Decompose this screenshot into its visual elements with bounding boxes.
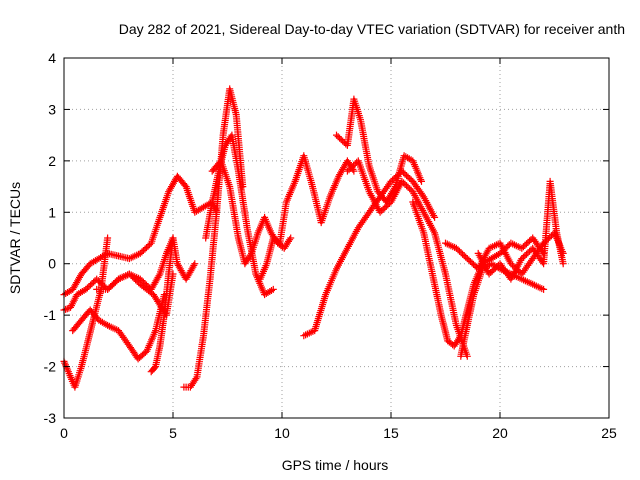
data-point	[334, 133, 342, 141]
data-point	[105, 284, 113, 292]
x-tick-label: 5	[169, 425, 177, 441]
data-points	[60, 85, 567, 391]
data-point	[465, 256, 473, 264]
data-point	[133, 277, 141, 285]
data-point	[110, 280, 118, 288]
x-tick-label: 0	[60, 425, 68, 441]
data-point	[104, 234, 112, 242]
data-point	[190, 261, 198, 269]
y-tick-label: 4	[48, 50, 56, 66]
data-point	[460, 252, 468, 260]
y-tick-label: 2	[48, 153, 56, 169]
data-point	[418, 177, 425, 185]
data-point	[345, 166, 353, 174]
x-tick-label: 25	[601, 425, 617, 441]
data-point	[376, 208, 384, 216]
data-point	[144, 242, 152, 250]
data-point	[470, 260, 477, 268]
data-point	[504, 242, 512, 250]
chart-title: Day 282 of 2021, Sidereal Day-to-day VTE…	[119, 21, 625, 37]
y-tick-label: -1	[44, 307, 57, 323]
y-tick-label: 0	[48, 256, 56, 272]
data-point	[90, 278, 98, 286]
data-point	[404, 173, 412, 181]
x-axis-label: GPS time / hours	[282, 457, 389, 473]
data-point	[286, 236, 294, 244]
data-point	[518, 255, 526, 263]
x-tick-label: 15	[383, 425, 399, 441]
data-point	[63, 364, 71, 372]
data-point	[88, 280, 96, 288]
y-tick-label: -2	[44, 359, 57, 375]
data-point	[246, 251, 254, 259]
x-tick-label: 20	[492, 425, 508, 441]
data-point	[463, 352, 471, 360]
axis-ticks: 0 5 10 15 20 25 -3 -2 -1 0 1 2 3 4	[44, 50, 617, 441]
data-point	[540, 285, 548, 293]
data-point	[488, 267, 496, 275]
data-point	[111, 278, 119, 286]
data-point	[381, 204, 389, 212]
data-point	[138, 248, 146, 256]
data-point	[507, 260, 515, 268]
data-point	[62, 361, 69, 369]
data-point	[523, 250, 530, 258]
data-point	[518, 244, 526, 252]
data-point	[191, 260, 199, 268]
plot-frame	[63, 57, 610, 419]
y-tick-label: 1	[48, 204, 56, 220]
data-point	[431, 213, 439, 221]
data-point	[350, 161, 358, 169]
data-point	[398, 177, 406, 185]
data-point	[192, 375, 200, 383]
data-point	[287, 234, 295, 242]
data-point	[523, 240, 530, 248]
data-point	[143, 244, 150, 252]
data-point	[151, 364, 158, 372]
y-axis-label: SDTVAR / TECUs	[7, 182, 23, 294]
y-tick-label: -3	[44, 410, 57, 426]
data-point	[471, 262, 479, 270]
data-point	[64, 366, 72, 374]
data-point	[129, 273, 136, 281]
y-tick-label: 3	[48, 101, 56, 117]
data-point	[559, 260, 567, 268]
data-point	[269, 285, 277, 293]
data-point	[333, 131, 340, 139]
data-point	[403, 182, 411, 190]
data-point	[456, 247, 463, 255]
grid-lines	[64, 58, 609, 418]
x-tick-label: 10	[274, 425, 290, 441]
data-point	[155, 272, 163, 280]
data-point	[62, 305, 70, 313]
data-point	[83, 284, 91, 292]
